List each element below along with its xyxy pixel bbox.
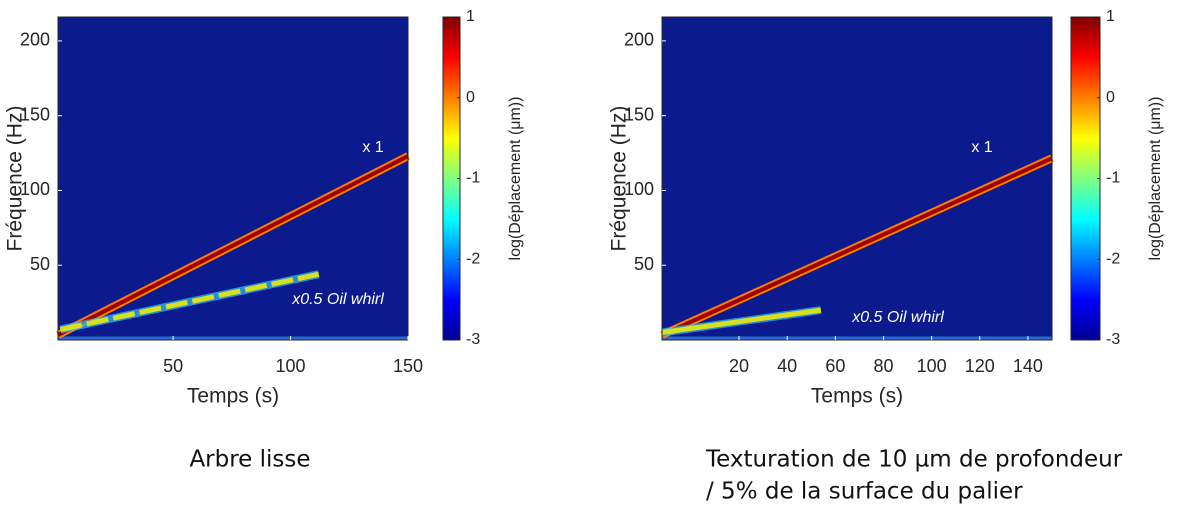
- x-axis-label: Temps (s): [187, 385, 279, 408]
- x-tick-label: 100: [917, 356, 947, 376]
- colorbar-label: log(Déplacement (μm)): [1147, 97, 1164, 261]
- x-axis-label: Temps (s): [811, 385, 903, 408]
- y-tick-label: 200: [20, 30, 50, 50]
- colorbar-tick-label: -2: [466, 250, 480, 267]
- axes-frame: [57, 16, 409, 341]
- y-tick-label: 150: [624, 104, 654, 124]
- axes-frame: [661, 16, 1053, 341]
- plot-area: [662, 17, 1052, 340]
- y-axis-label: Fréquence (Hz): [608, 106, 631, 252]
- caption: Arbre lisse: [189, 447, 310, 473]
- caption: Texturation de 10 µm de profondeur: [705, 447, 1123, 473]
- y-tick-label: 150: [20, 104, 50, 124]
- plot-area: [58, 17, 408, 340]
- y-tick-label: 100: [624, 179, 654, 199]
- x-tick-label: 40: [777, 356, 797, 376]
- colorbar-tick-label: -1: [1106, 170, 1120, 187]
- x-tick-label: 140: [1013, 356, 1043, 376]
- ridge: [661, 156, 1053, 337]
- ridge: [57, 154, 409, 337]
- annotation: x 1: [971, 139, 992, 156]
- y-axis-label: Fréquence (Hz): [4, 106, 27, 252]
- colorbar-tick-label: 0: [466, 89, 475, 106]
- colorbar-tick-label: -1: [466, 170, 480, 187]
- x-tick-label: 50: [163, 356, 183, 376]
- x-tick-label: 150: [393, 356, 423, 376]
- y-tick-label: 50: [30, 254, 50, 274]
- annotation: x0.5 Oil whirl: [291, 291, 384, 308]
- colorbar-tick-label: -3: [466, 331, 480, 348]
- x-tick-label: 80: [873, 356, 893, 376]
- x-tick-label: 120: [965, 356, 995, 376]
- annotation: x 1: [362, 139, 383, 156]
- y-tick-label: 100: [20, 179, 50, 199]
- x-tick-label: 20: [729, 356, 749, 376]
- ridge: [59, 271, 320, 332]
- colorbar: [1070, 16, 1101, 341]
- annotation: x0.5 Oil whirl: [851, 309, 944, 326]
- colorbar-tick-label: 0: [1106, 89, 1115, 106]
- caption: / 5% de la surface du palier: [706, 479, 1023, 505]
- y-tick-label: 200: [624, 30, 654, 50]
- colorbar-tick-label: -3: [1106, 331, 1120, 348]
- x-tick-label: 60: [825, 356, 845, 376]
- x-tick-label: 100: [276, 356, 306, 376]
- colorbar-label: log(Déplacement (μm)): [507, 97, 524, 261]
- colorbar-tick-label: 1: [466, 8, 475, 25]
- ridge: [661, 307, 822, 335]
- colorbar-tick-label: 1: [1106, 8, 1115, 25]
- y-tick-label: 50: [634, 254, 654, 274]
- colorbar-tick-label: -2: [1106, 250, 1120, 267]
